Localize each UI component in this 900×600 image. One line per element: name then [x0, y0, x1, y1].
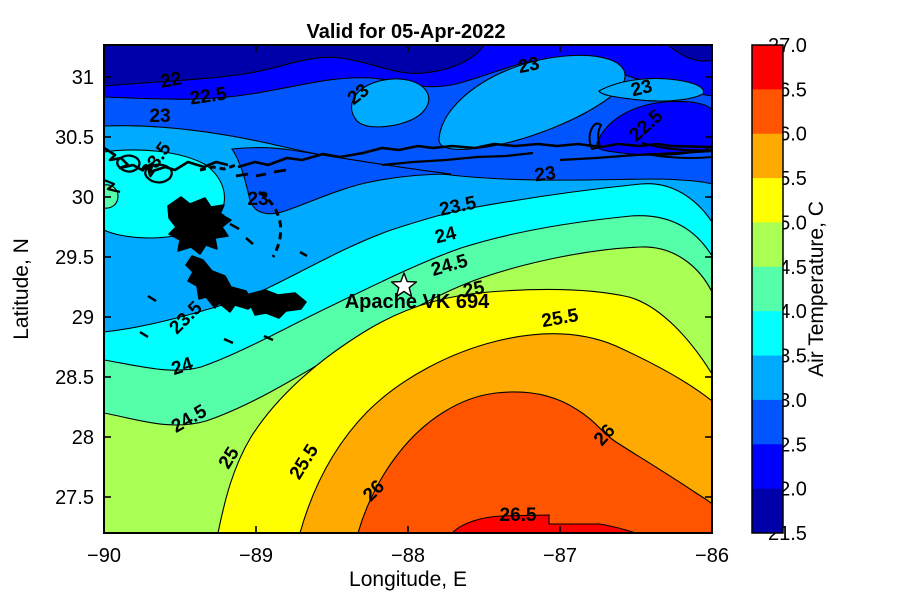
colorbar-label: Air Temperature, C: [805, 201, 828, 377]
x-tick-label: −89: [239, 545, 273, 567]
colorbar-segment: [752, 444, 783, 490]
x-tick-label: −87: [543, 545, 577, 567]
y-tick-label: 28: [72, 427, 94, 449]
coastline-path: [641, 142, 712, 159]
contour-label-22.5: 22.5: [188, 84, 228, 110]
contour-label-23: 23: [516, 53, 541, 78]
colorbar-segment: [752, 133, 783, 179]
contour-band-21.5-22: [104, 45, 485, 87]
colorbar-segment: [752, 399, 783, 445]
colorbar-segment: [752, 222, 783, 268]
x-axis-label: Longitude, E: [349, 568, 467, 591]
contour-band-22-22.5: [596, 100, 712, 156]
coastline: [104, 122, 712, 345]
contour-band-26.5-27: [451, 514, 637, 533]
contour-band-23-23.5: [351, 78, 430, 128]
station-marker-group: Apache VK 694: [345, 272, 490, 313]
y-tick-label: 28.5: [55, 367, 94, 389]
colorbar-border: [751, 44, 784, 534]
coastline-path: [104, 146, 229, 174]
contour-band-26-26.5: [357, 391, 712, 533]
contour-band-22.5-23: [231, 147, 452, 215]
coastline-path: [258, 190, 283, 258]
coastline-path: [139, 250, 308, 345]
contour-bands: [104, 45, 712, 533]
axis-tick-labels: −90 −89 −88 −87 −86 31 30.5 30 29.5 29 28.5 28 27.5: [55, 67, 729, 567]
y-tick-label: 29: [72, 307, 94, 329]
x-tick-label: −90: [87, 545, 121, 567]
contour-band-23-23.5: [598, 77, 705, 102]
colorbar-segment: [752, 355, 783, 401]
contour-label-23: 23: [629, 76, 655, 101]
y-tick-label: 29.5: [55, 247, 94, 269]
colorbar-segment: [752, 89, 783, 135]
coastline-path: [588, 122, 602, 150]
station-label: Apache VK 694: [345, 291, 490, 313]
coastline-path: [104, 178, 121, 194]
y-tick-label: 30.5: [55, 127, 94, 149]
coastline-path: [144, 163, 173, 184]
colorbar-segment: [752, 311, 783, 357]
y-axis-label: Latitude, N: [10, 238, 33, 340]
colorbar-segment: [752, 488, 783, 534]
x-tick-label: −86: [695, 545, 729, 567]
colorbar: 27.026.526.025.525.024.524.023.523.022.5…: [751, 35, 807, 545]
coastline-path: [185, 255, 256, 313]
coastline-path: [116, 154, 141, 173]
y-tick-label: 31: [72, 67, 94, 89]
coastline-path: [559, 149, 712, 162]
x-tick-label: −88: [391, 545, 425, 567]
axes-frame: [103, 44, 713, 534]
coastline-path: [243, 289, 307, 319]
contour-label-23: 23: [247, 189, 268, 210]
colorbar-segment: [752, 178, 783, 223]
contour-label-23: 23: [149, 106, 170, 127]
colorbar-segment: [752, 45, 783, 90]
contour-label-22: 22: [159, 68, 183, 92]
station-star-icon: [390, 272, 418, 298]
contour-label-25: 25: [461, 277, 486, 302]
contour-label-26.5: 26.5: [500, 505, 537, 526]
chart-title: Valid for 05-Apr-2022: [307, 21, 506, 43]
coastline-path: [237, 142, 712, 169]
contour-band-21.5-22: [667, 45, 712, 62]
y-tick-label: 27.5: [55, 487, 94, 509]
coastline-path: [167, 196, 232, 255]
coastline-path: [199, 163, 237, 172]
coastline-path: [381, 151, 534, 167]
contour-band-23-23.5: [438, 54, 626, 150]
coastline-path: [215, 210, 254, 245]
coastline-path: [235, 168, 287, 178]
contour-label-23: 23: [533, 163, 557, 187]
colorbar-segment: [752, 266, 783, 312]
y-tick-label: 30: [72, 187, 94, 209]
